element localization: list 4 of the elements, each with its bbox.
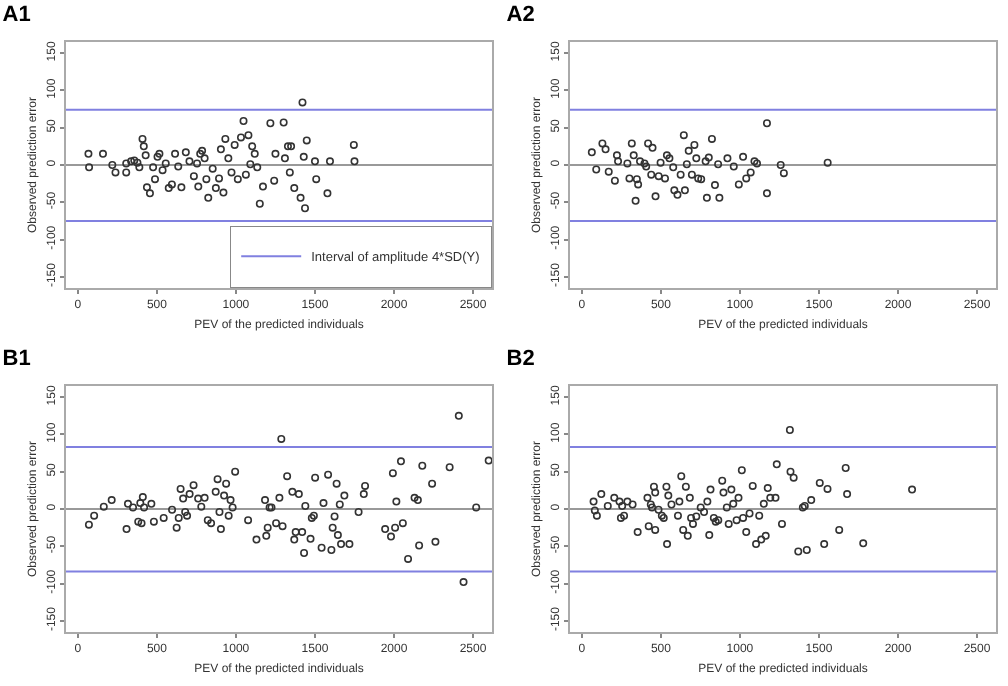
chart-title: A2 [506, 2, 535, 27]
chart-title: B2 [506, 346, 535, 371]
chart-title: B1 [2, 346, 31, 371]
chart-title: A1 [2, 2, 31, 27]
